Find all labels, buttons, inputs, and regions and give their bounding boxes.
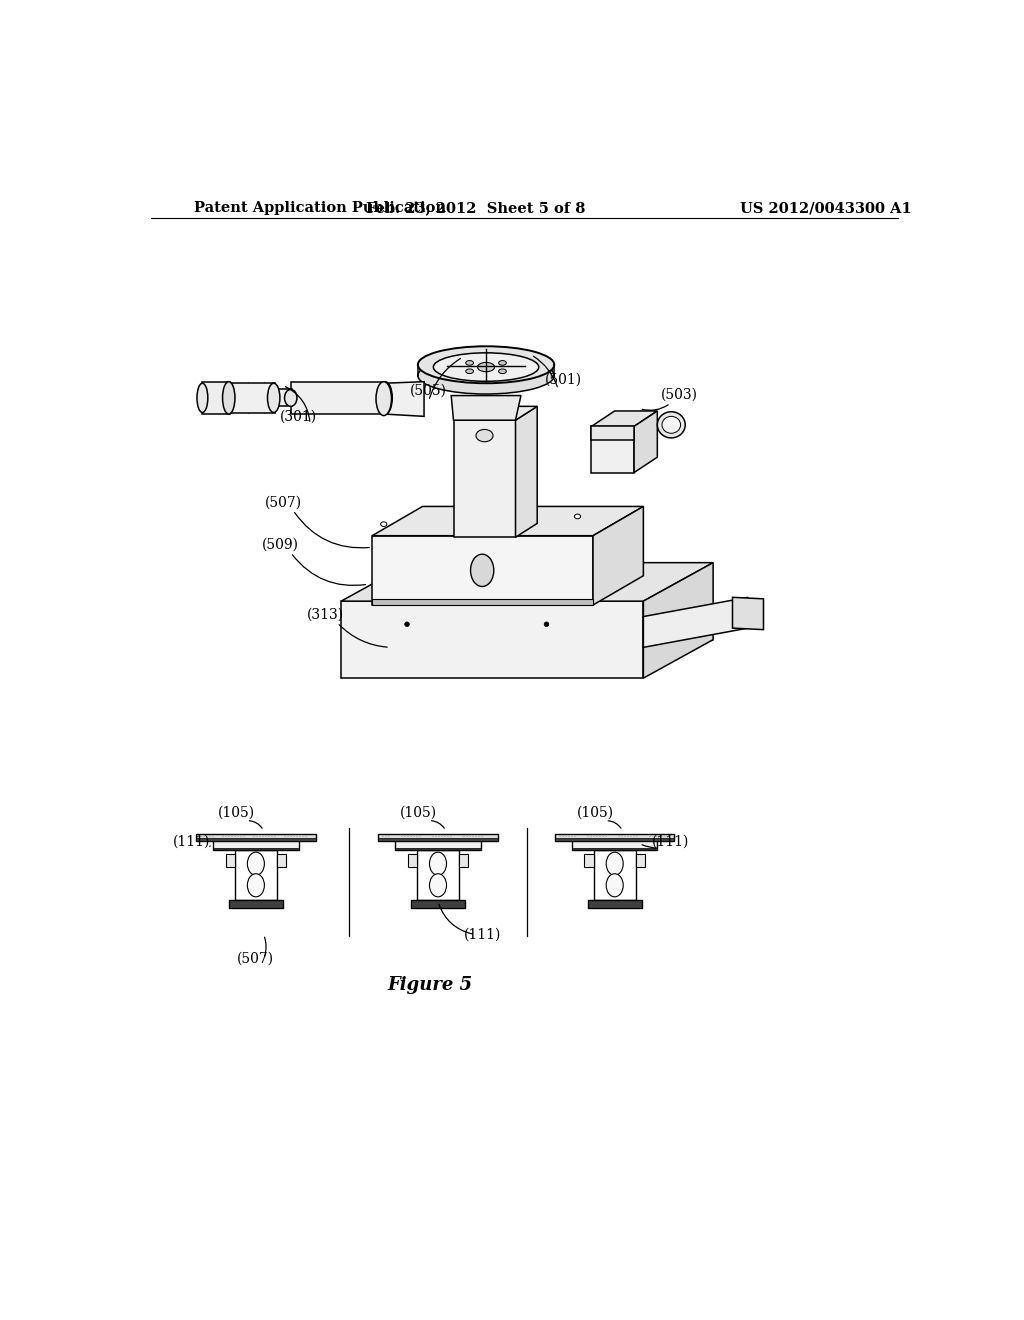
Ellipse shape xyxy=(404,622,410,627)
Ellipse shape xyxy=(429,853,446,875)
Text: (301): (301) xyxy=(280,409,317,424)
Text: (505): (505) xyxy=(411,384,447,397)
Polygon shape xyxy=(594,850,636,900)
Polygon shape xyxy=(384,381,424,416)
Ellipse shape xyxy=(248,853,264,875)
Polygon shape xyxy=(452,396,521,420)
Polygon shape xyxy=(276,854,286,867)
Ellipse shape xyxy=(476,429,493,442)
Polygon shape xyxy=(372,507,643,536)
Ellipse shape xyxy=(477,363,495,372)
Ellipse shape xyxy=(544,572,549,577)
Polygon shape xyxy=(378,838,498,841)
Polygon shape xyxy=(459,854,468,867)
Polygon shape xyxy=(372,536,593,605)
Ellipse shape xyxy=(418,346,554,383)
Ellipse shape xyxy=(466,360,473,366)
Polygon shape xyxy=(515,407,538,537)
Text: Figure 5: Figure 5 xyxy=(388,975,473,994)
Text: (111): (111) xyxy=(652,836,689,849)
Polygon shape xyxy=(643,598,748,647)
Polygon shape xyxy=(228,900,283,908)
Ellipse shape xyxy=(418,358,554,395)
Polygon shape xyxy=(228,383,275,412)
Polygon shape xyxy=(732,598,764,630)
Text: (313): (313) xyxy=(307,609,344,622)
Ellipse shape xyxy=(381,521,387,527)
Polygon shape xyxy=(395,841,480,850)
Ellipse shape xyxy=(378,381,392,414)
Text: (105): (105) xyxy=(400,805,437,820)
Polygon shape xyxy=(411,900,465,908)
Ellipse shape xyxy=(433,352,539,381)
Text: (503): (503) xyxy=(662,388,698,401)
Text: (105): (105) xyxy=(218,805,255,820)
Polygon shape xyxy=(213,841,299,850)
Polygon shape xyxy=(225,854,234,867)
Ellipse shape xyxy=(606,853,624,875)
Polygon shape xyxy=(636,854,645,867)
Polygon shape xyxy=(213,847,299,850)
Polygon shape xyxy=(395,847,480,850)
Ellipse shape xyxy=(466,370,473,374)
Polygon shape xyxy=(234,850,276,900)
Ellipse shape xyxy=(222,381,234,414)
Polygon shape xyxy=(592,426,634,441)
Text: Feb. 23, 2012  Sheet 5 of 8: Feb. 23, 2012 Sheet 5 of 8 xyxy=(366,202,585,215)
Ellipse shape xyxy=(574,515,581,519)
Polygon shape xyxy=(408,854,417,867)
Polygon shape xyxy=(197,834,315,841)
Polygon shape xyxy=(593,507,643,605)
Ellipse shape xyxy=(376,381,391,416)
Polygon shape xyxy=(585,854,594,867)
Text: (501): (501) xyxy=(545,374,582,387)
Polygon shape xyxy=(454,407,538,420)
Text: (105): (105) xyxy=(577,805,613,820)
Polygon shape xyxy=(202,381,230,414)
Polygon shape xyxy=(572,847,657,850)
Polygon shape xyxy=(372,599,593,605)
Ellipse shape xyxy=(285,389,297,407)
Ellipse shape xyxy=(248,874,264,896)
Ellipse shape xyxy=(429,874,446,896)
Polygon shape xyxy=(592,426,634,473)
Ellipse shape xyxy=(544,622,549,627)
Polygon shape xyxy=(634,411,657,473)
Text: (507): (507) xyxy=(264,495,301,510)
Polygon shape xyxy=(291,381,385,414)
Polygon shape xyxy=(417,850,459,900)
Ellipse shape xyxy=(404,572,410,577)
Ellipse shape xyxy=(662,416,681,433)
Polygon shape xyxy=(378,834,498,841)
Polygon shape xyxy=(341,601,643,678)
Polygon shape xyxy=(588,900,642,908)
Ellipse shape xyxy=(267,383,280,413)
Ellipse shape xyxy=(197,383,208,413)
Polygon shape xyxy=(197,838,315,841)
Polygon shape xyxy=(555,834,675,841)
Ellipse shape xyxy=(606,874,624,896)
Polygon shape xyxy=(572,841,657,850)
Polygon shape xyxy=(555,838,675,841)
Polygon shape xyxy=(341,562,713,601)
Text: (111): (111) xyxy=(173,836,210,849)
Ellipse shape xyxy=(499,360,506,366)
Polygon shape xyxy=(643,562,713,678)
Text: (111): (111) xyxy=(464,928,502,941)
Text: US 2012/0043300 A1: US 2012/0043300 A1 xyxy=(740,202,912,215)
Polygon shape xyxy=(454,420,515,537)
Text: (509): (509) xyxy=(261,537,298,552)
Text: Patent Application Publication: Patent Application Publication xyxy=(194,202,445,215)
Ellipse shape xyxy=(471,554,494,586)
Polygon shape xyxy=(273,389,292,407)
Text: (507): (507) xyxy=(238,952,274,966)
Ellipse shape xyxy=(499,370,506,374)
Polygon shape xyxy=(592,411,657,426)
Ellipse shape xyxy=(657,412,685,438)
